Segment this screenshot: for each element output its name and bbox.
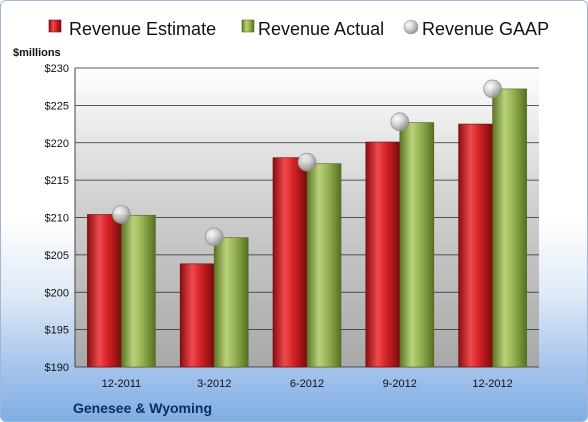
legend-label-estimate: Revenue Estimate xyxy=(69,19,216,39)
bar-revenue-actual xyxy=(492,88,527,368)
y-tick-label: $215 xyxy=(45,175,69,187)
bar-revenue-estimate xyxy=(458,123,493,368)
legend-swatch-actual xyxy=(241,19,255,33)
unit-label: $millions xyxy=(13,47,61,59)
marker-revenue-gaap xyxy=(483,79,502,99)
legend-label-gaap: Revenue GAAP xyxy=(422,19,549,39)
y-tick-label: $190 xyxy=(45,362,69,374)
gaap-markers xyxy=(112,79,502,247)
legend-swatch-estimate xyxy=(48,19,62,33)
bar-revenue-actual xyxy=(213,237,249,368)
bar-revenue-actual xyxy=(121,214,156,368)
x-tick-label: 6-2012 xyxy=(290,378,324,390)
marker-revenue-gaap xyxy=(204,227,224,247)
y-tick-label: $205 xyxy=(45,250,69,262)
y-tick-label: $230 xyxy=(45,63,69,75)
x-tick-label: 12-2011 xyxy=(102,378,142,390)
y-tick-label: $195 xyxy=(45,325,69,337)
x-tick-label: 12-2012 xyxy=(472,378,512,390)
marker-revenue-gaap xyxy=(297,152,317,172)
y-tick-label: $200 xyxy=(45,287,69,299)
legend: Revenue Estimate Revenue Actual Revenue … xyxy=(48,19,549,39)
bar-revenue-estimate xyxy=(179,263,215,368)
y-axis-ticks: $190 $195 $200 $205 $210 $215 $220 $225 $230 xyxy=(45,63,69,374)
bar-revenue-actual xyxy=(306,163,342,368)
bar-revenue-actual xyxy=(399,122,435,368)
bar-revenue-estimate xyxy=(272,157,308,368)
legend-marker-gaap xyxy=(403,19,419,35)
bar-revenue-estimate xyxy=(87,214,122,368)
x-tick-label: 3-2012 xyxy=(197,378,231,390)
y-tick-label: $220 xyxy=(45,138,69,150)
legend-label-actual: Revenue Actual xyxy=(258,19,384,39)
bar-revenue-estimate xyxy=(365,141,401,368)
y-tick-label: $225 xyxy=(45,100,69,112)
company-name: Genesee & Wyoming xyxy=(73,400,212,416)
x-tick-label: 9-2012 xyxy=(383,378,417,390)
marker-revenue-gaap xyxy=(390,112,410,132)
marker-revenue-gaap xyxy=(112,205,131,224)
bars xyxy=(87,88,527,368)
y-tick-label: $210 xyxy=(45,213,69,225)
x-axis-ticks: 12-2011 3-2012 6-2012 9-2012 12-2012 xyxy=(102,378,513,390)
